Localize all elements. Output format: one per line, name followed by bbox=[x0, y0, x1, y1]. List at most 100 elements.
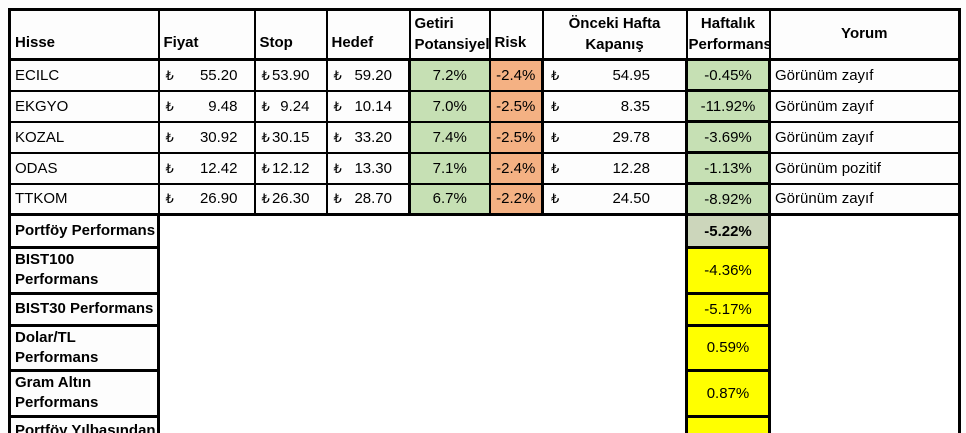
summary-value-cell: -5.22% bbox=[685, 213, 771, 249]
lira-symbol: ₺ bbox=[551, 191, 560, 207]
summary-blank-area bbox=[157, 213, 688, 433]
target-cell: ₺ 13.30 bbox=[325, 151, 411, 185]
lira-symbol: ₺ bbox=[551, 98, 560, 114]
target-value: 28.70 bbox=[354, 190, 392, 208]
comment-cell: Görünüm zayıf bbox=[768, 182, 961, 216]
comment-cell: Görünüm zayıf bbox=[768, 89, 961, 123]
prev-week-close-value: 54.95 bbox=[612, 66, 650, 84]
prev-week-close-cell: ₺ 54.95 bbox=[541, 58, 688, 92]
target-value: 13.30 bbox=[354, 159, 392, 177]
return-potential-cell: 7.2% bbox=[408, 58, 491, 92]
col-header-getiri-potansiyeli: Getiri Potansiyeli bbox=[408, 8, 491, 61]
prev-week-close-value: 29.78 bbox=[612, 128, 650, 146]
summary-row: BIST100 Performans -4.36% bbox=[8, 246, 960, 295]
target-value: 59.20 bbox=[354, 66, 392, 84]
summary-label-cell: BIST100 Performans bbox=[8, 246, 160, 295]
price-value: 30.92 bbox=[199, 128, 238, 146]
risk-cell: -2.5% bbox=[488, 120, 544, 154]
table-row: KOZAL ₺ 30.92 ₺ 30.15 ₺ 33.20 7.4% -2.5% ₺ 2… bbox=[8, 120, 961, 154]
lira-symbol: ₺ bbox=[261, 98, 270, 114]
comment-cell: Görünüm pozitif bbox=[768, 151, 961, 185]
summary-value-cell: 0.59% bbox=[685, 323, 771, 372]
prev-week-close-value: 12.28 bbox=[612, 159, 650, 177]
stop-value: 30.15 bbox=[271, 128, 310, 146]
lira-symbol: ₺ bbox=[333, 160, 342, 176]
comment-cell: Görünüm zayıf bbox=[768, 58, 961, 92]
summary-row: BIST30 Performans -5.17% bbox=[8, 291, 960, 327]
risk-cell: -2.4% bbox=[488, 58, 544, 92]
risk-cell: -2.5% bbox=[488, 89, 544, 123]
target-value: 10.14 bbox=[354, 97, 392, 115]
stock-ticker-cell: ODAS bbox=[8, 151, 160, 185]
header-row: Hisse Fiyat Stop Hedef Getiri Potansiyel… bbox=[8, 8, 961, 61]
summary-value-cell: 0.87% bbox=[685, 369, 771, 418]
lira-symbol: ₺ bbox=[261, 160, 270, 176]
risk-cell: -2.2% bbox=[488, 182, 544, 216]
stop-value: 9.24 bbox=[280, 97, 310, 115]
stop-cell: ₺ 26.30 bbox=[253, 182, 328, 216]
price-value: 12.42 bbox=[199, 159, 238, 177]
risk-cell: -2.4% bbox=[488, 151, 544, 185]
price-value: 9.48 bbox=[208, 97, 238, 115]
lira-symbol: ₺ bbox=[165, 160, 174, 176]
lira-symbol: ₺ bbox=[165, 67, 174, 83]
summary-row: Portföy Yılbaşından Bugüne 63.70% bbox=[8, 414, 960, 433]
lira-symbol: ₺ bbox=[261, 191, 270, 207]
price-cell: ₺ 26.90 bbox=[157, 182, 256, 216]
prev-week-close-cell: ₺ 8.35 bbox=[541, 89, 688, 123]
price-cell: ₺ 9.48 bbox=[157, 89, 256, 123]
summary-label-cell: Gram Altın Performans bbox=[8, 369, 160, 418]
summary-label-cell: Portföy Performans bbox=[8, 213, 160, 249]
return-potential-cell: 7.0% bbox=[408, 89, 491, 123]
target-value: 33.20 bbox=[354, 128, 392, 146]
stock-ticker-cell: ECILC bbox=[8, 58, 160, 92]
lira-symbol: ₺ bbox=[165, 129, 174, 145]
lira-symbol: ₺ bbox=[165, 191, 174, 207]
return-potential-cell: 6.7% bbox=[408, 182, 491, 216]
weekly-performance-cell: -11.92% bbox=[685, 89, 771, 123]
stock-ticker-cell: KOZAL bbox=[8, 120, 160, 154]
col-header-risk: Risk bbox=[488, 8, 544, 61]
table-row: EKGYO ₺ 9.48 ₺ 9.24 ₺ 10.14 7.0% -2.5% ₺ 8.3… bbox=[8, 89, 961, 123]
lira-symbol: ₺ bbox=[261, 67, 270, 83]
target-cell: ₺ 33.20 bbox=[325, 120, 411, 154]
col-header-fiyat: Fiyat bbox=[157, 8, 256, 61]
stock-ticker-cell: EKGYO bbox=[8, 89, 160, 123]
lira-symbol: ₺ bbox=[333, 98, 342, 114]
summary-value-cell: -4.36% bbox=[685, 246, 771, 295]
weekly-performance-cell: -8.92% bbox=[685, 182, 771, 216]
lira-symbol: ₺ bbox=[551, 160, 560, 176]
comment-cell: Görünüm zayıf bbox=[768, 120, 961, 154]
weekly-performance-cell: -1.13% bbox=[685, 151, 771, 185]
prev-week-close-cell: ₺ 24.50 bbox=[541, 182, 688, 216]
summary-label-cell: BIST30 Performans bbox=[8, 291, 160, 327]
prev-week-close-cell: ₺ 12.28 bbox=[541, 151, 688, 185]
prev-week-close-value: 8.35 bbox=[620, 97, 650, 115]
weekly-performance-cell: -0.45% bbox=[685, 58, 771, 92]
lira-symbol: ₺ bbox=[261, 129, 270, 145]
stock-ticker-cell: TTKOM bbox=[8, 182, 160, 216]
col-header-stop: Stop bbox=[253, 8, 328, 61]
summary-row: Portföy Performans -5.22% bbox=[8, 213, 961, 433]
lira-symbol: ₺ bbox=[551, 129, 560, 145]
target-cell: ₺ 28.70 bbox=[325, 182, 411, 216]
price-cell: ₺ 30.92 bbox=[157, 120, 256, 154]
col-header-onceki-hafta-kapanis: Önceki Hafta Kapanış bbox=[541, 8, 688, 61]
lira-symbol: ₺ bbox=[551, 67, 560, 83]
target-cell: ₺ 10.14 bbox=[325, 89, 411, 123]
stop-cell: ₺ 9.24 bbox=[253, 89, 328, 123]
col-header-haftalik-performans: Haftalık Performans bbox=[685, 8, 771, 61]
lira-symbol: ₺ bbox=[333, 191, 342, 207]
col-header-yorum: Yorum bbox=[768, 8, 961, 61]
stop-value: 26.30 bbox=[271, 190, 310, 208]
lira-symbol: ₺ bbox=[333, 129, 342, 145]
price-cell: ₺ 12.42 bbox=[157, 151, 256, 185]
lira-symbol: ₺ bbox=[165, 98, 174, 114]
stop-cell: ₺ 30.15 bbox=[253, 120, 328, 154]
price-value: 55.20 bbox=[199, 66, 238, 84]
summary-value-cell: -5.17% bbox=[685, 291, 771, 327]
table-row: ECILC ₺ 55.20 ₺ 53.90 ₺ 59.20 7.2% -2.4% ₺ 5… bbox=[8, 58, 961, 92]
summary-row: Dolar/TL Performans 0.59% bbox=[8, 323, 960, 372]
col-header-hisse: Hisse bbox=[8, 8, 160, 61]
